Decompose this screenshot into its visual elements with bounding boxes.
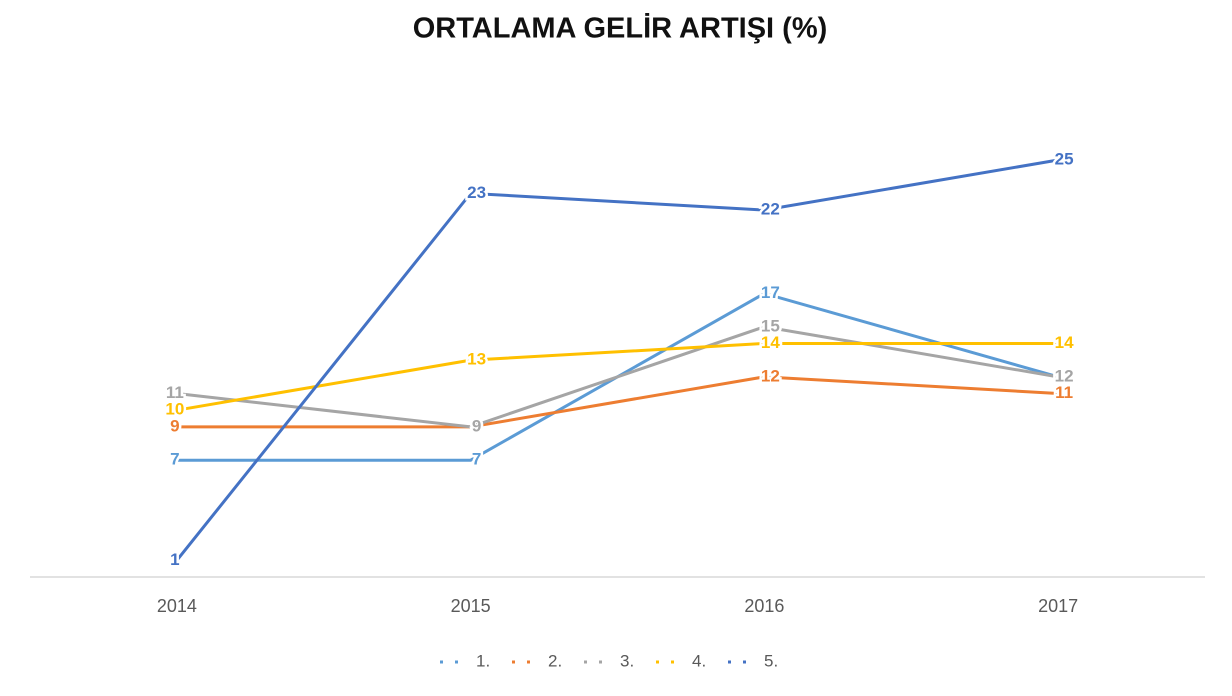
legend-label: 2. <box>548 651 562 670</box>
series-line <box>175 158 1059 562</box>
data-label: 23 <box>467 183 486 202</box>
x-tick-label: 2016 <box>744 596 784 616</box>
series-line <box>176 325 1059 429</box>
data-label: 17 <box>761 283 780 302</box>
x-tick-label: 2017 <box>1038 596 1078 616</box>
data-label: 9 <box>170 416 179 435</box>
data-label: 10 <box>165 400 184 419</box>
data-label: 11 <box>166 383 184 402</box>
legend-label: 4. <box>692 651 706 670</box>
data-label: 12 <box>1055 366 1074 385</box>
data-label: 1 <box>170 550 179 569</box>
data-label: 7 <box>472 450 481 469</box>
data-label: 14 <box>1055 333 1074 352</box>
data-label: 12 <box>1055 366 1074 385</box>
data-label: 22 <box>761 200 780 219</box>
legend-label: 3. <box>620 651 634 670</box>
data-label: 9 <box>472 416 481 435</box>
x-tick-label: 2014 <box>157 596 197 616</box>
data-label: 12 <box>761 366 780 385</box>
data-label: 13 <box>467 350 486 369</box>
data-label: 9 <box>472 416 481 435</box>
legend-label: 5. <box>764 651 778 670</box>
data-label: 11 <box>1055 383 1073 402</box>
legend-label: 1. <box>476 651 490 670</box>
data-label: 15 <box>761 316 780 335</box>
data-label: 25 <box>1055 149 1074 168</box>
data-label: 7 <box>170 450 179 469</box>
data-label: 14 <box>761 333 780 352</box>
chart-title: ORTALAMA GELİR ARTIŞI (%) <box>413 13 828 45</box>
series-line <box>176 341 1059 412</box>
x-tick-label: 2015 <box>451 596 491 616</box>
series-line <box>176 375 1059 429</box>
